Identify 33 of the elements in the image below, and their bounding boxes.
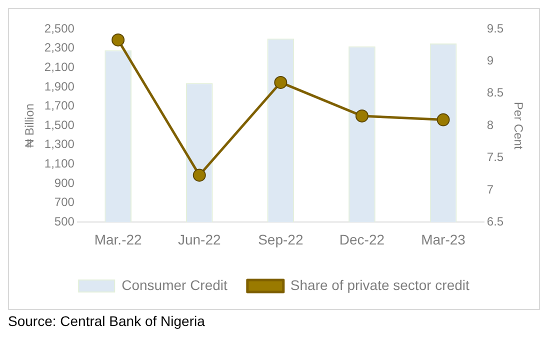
x-tick-label: Jun-22: [178, 231, 221, 248]
source-note: Source: Central Bank of Nigeria: [8, 313, 206, 329]
x-tick-label: Mar.-22: [94, 231, 142, 248]
y-tick-label: 2,100: [44, 60, 75, 74]
y-tick-label: 1,900: [44, 79, 75, 94]
y2-tick-label: 9: [486, 54, 494, 68]
y-tick-label: 1,500: [44, 118, 75, 132]
legend-label: Share of private sector credit: [290, 276, 470, 293]
y-tick-label: 500: [54, 214, 75, 229]
y2-axis-title: Per Cent: [511, 102, 526, 150]
x-tick-label: Mar-23: [421, 231, 466, 248]
y-tick-label: 1,300: [44, 137, 75, 152]
y2-tick-label: 8.5: [486, 86, 504, 100]
y2-tick-label: 9.5: [486, 21, 504, 36]
y-tick-label: 1,700: [44, 98, 75, 113]
y2-tick-label: 7: [486, 182, 494, 196]
point: [274, 76, 288, 89]
point: [355, 109, 368, 122]
y-tick-label: 1,100: [44, 156, 75, 171]
legend-label: Consumer Credit: [122, 276, 228, 293]
y2-tick-label: 8: [486, 118, 494, 132]
point: [112, 33, 125, 46]
x-tick-label: Sep-22: [258, 231, 304, 248]
y-axis-title: ₦ Billion: [22, 104, 37, 148]
y2-tick-label: 6.5: [486, 214, 504, 229]
y-tick-label: 2,500: [44, 21, 75, 36]
point: [192, 168, 206, 182]
y-tick-label: 700: [54, 195, 75, 210]
y-tick-label: 900: [54, 176, 75, 190]
x-tick-label: Dec-22: [339, 231, 385, 248]
y-tick-label: 2,300: [44, 40, 75, 55]
point: [436, 113, 450, 126]
y2-tick-label: 7.5: [486, 150, 504, 164]
